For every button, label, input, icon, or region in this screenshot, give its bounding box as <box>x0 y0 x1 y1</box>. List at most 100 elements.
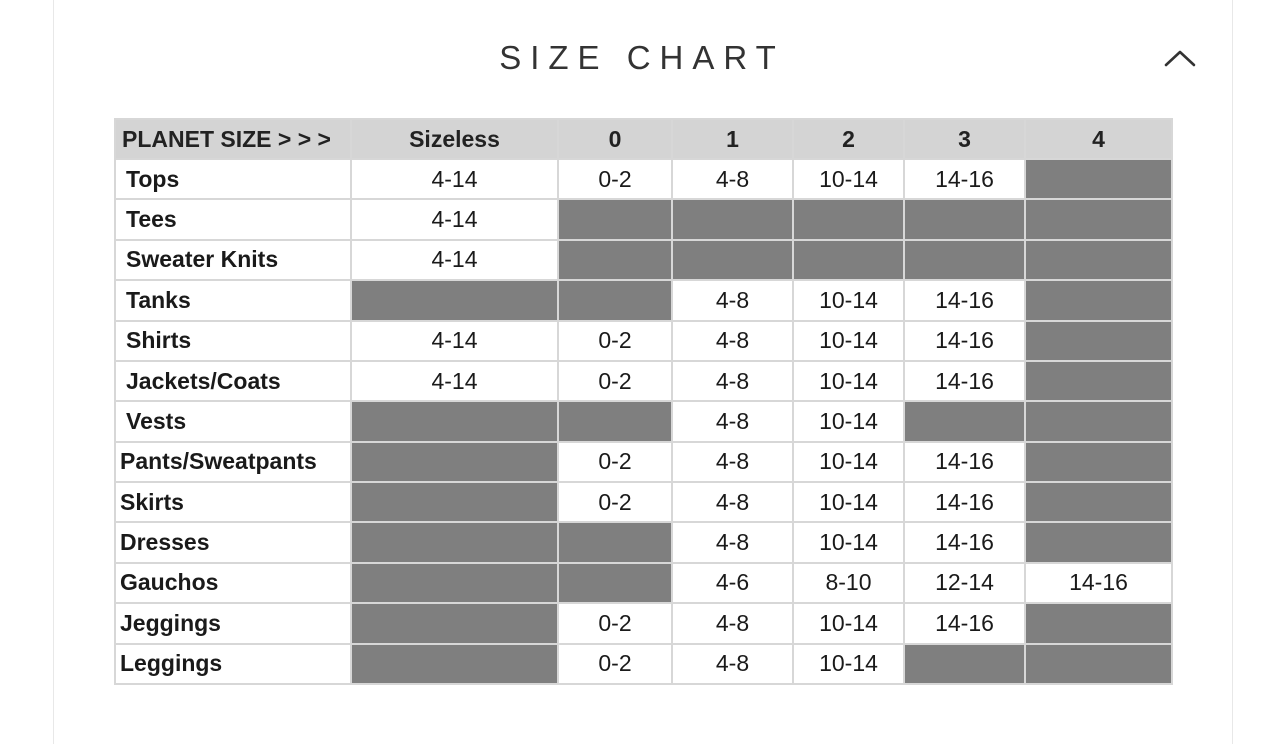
size-cell: 14-16 <box>905 483 1024 522</box>
size-cell: 0-2 <box>559 361 671 401</box>
table-row: Vests 4-8 10-14 <box>116 402 1171 441</box>
unavailable-cell <box>905 402 1024 441</box>
unavailable-cell <box>1026 523 1171 562</box>
table-row: Skirts 0-2 4-8 10-14 14-16 <box>116 483 1171 522</box>
content-border-right <box>1232 0 1233 744</box>
column-header: 4 <box>1026 120 1171 158</box>
size-cell: 10-14 <box>794 523 903 562</box>
unavailable-cell <box>352 281 557 320</box>
unavailable-cell <box>352 483 557 522</box>
section-title: SIZE CHART <box>499 39 785 76</box>
unavailable-cell <box>352 644 557 683</box>
unavailable-cell <box>1026 483 1171 522</box>
size-cell: 4-8 <box>673 483 792 522</box>
unavailable-cell <box>1026 644 1171 683</box>
unavailable-cell <box>559 523 671 562</box>
unavailable-cell <box>352 402 557 441</box>
row-label: Leggings <box>116 644 350 683</box>
size-cell: 0-2 <box>559 160 671 199</box>
unavailable-cell <box>794 240 903 280</box>
unavailable-cell <box>559 200 671 239</box>
unavailable-cell <box>1026 240 1171 280</box>
unavailable-cell <box>1026 442 1171 481</box>
size-cell: 4-8 <box>673 321 792 360</box>
table-row: Jeggings 0-2 4-8 10-14 14-16 <box>116 604 1171 643</box>
row-label: Vests <box>116 402 350 441</box>
column-header: Sizeless <box>352 120 557 158</box>
table-row: Sweater Knits 4-14 <box>116 240 1171 280</box>
column-header: 2 <box>794 120 903 158</box>
row-label: Skirts <box>116 483 350 522</box>
size-cell: 4-14 <box>352 200 557 239</box>
row-label: Tanks <box>116 281 350 320</box>
size-cell: 10-14 <box>794 361 903 401</box>
unavailable-cell <box>1026 361 1171 401</box>
unavailable-cell <box>559 563 671 603</box>
table-row: Dresses 4-8 10-14 14-16 <box>116 523 1171 562</box>
unavailable-cell <box>1026 321 1171 360</box>
size-cell: 10-14 <box>794 160 903 199</box>
size-cell: 4-8 <box>673 402 792 441</box>
size-cell: 14-16 <box>905 442 1024 481</box>
table-row: Pants/Sweatpants 0-2 4-8 10-14 14-16 <box>116 442 1171 481</box>
row-label: Tops <box>116 160 350 199</box>
size-cell: 14-16 <box>905 604 1024 643</box>
content-border-left <box>53 0 54 744</box>
table-row: Shirts 4-14 0-2 4-8 10-14 14-16 <box>116 321 1171 360</box>
unavailable-cell <box>352 604 557 643</box>
unavailable-cell <box>1026 281 1171 320</box>
unavailable-cell <box>352 563 557 603</box>
size-cell: 8-10 <box>794 563 903 603</box>
size-cell: 14-16 <box>905 523 1024 562</box>
size-cell: 4-8 <box>673 523 792 562</box>
row-label: Jackets/Coats <box>116 361 350 401</box>
unavailable-cell <box>1026 200 1171 239</box>
row-label: Pants/Sweatpants <box>116 442 350 481</box>
table-row: Jackets/Coats 4-14 0-2 4-8 10-14 14-16 <box>116 361 1171 401</box>
unavailable-cell <box>352 442 557 481</box>
size-cell: 10-14 <box>794 604 903 643</box>
unavailable-cell <box>905 644 1024 683</box>
unavailable-cell <box>1026 160 1171 199</box>
column-header: 1 <box>673 120 792 158</box>
size-cell: 4-14 <box>352 240 557 280</box>
unavailable-cell <box>673 240 792 280</box>
row-label: Tees <box>116 200 350 239</box>
size-cell: 14-16 <box>905 361 1024 401</box>
unavailable-cell <box>559 240 671 280</box>
size-cell: 4-14 <box>352 361 557 401</box>
size-cell: 12-14 <box>905 563 1024 603</box>
size-cell: 0-2 <box>559 483 671 522</box>
table-row: Gauchos 4-6 8-10 12-14 14-16 <box>116 563 1171 603</box>
collapse-button[interactable] <box>1160 40 1200 76</box>
size-cell: 10-14 <box>794 644 903 683</box>
chevron-up-icon <box>1164 50 1196 67</box>
size-cell: 10-14 <box>794 483 903 522</box>
size-cell: 10-14 <box>794 442 903 481</box>
table-row: Tops 4-14 0-2 4-8 10-14 14-16 <box>116 160 1171 199</box>
size-cell: 4-8 <box>673 604 792 643</box>
size-cell: 4-14 <box>352 321 557 360</box>
size-cell: 0-2 <box>559 604 671 643</box>
row-label: Shirts <box>116 321 350 360</box>
size-cell: 14-16 <box>1026 563 1171 603</box>
unavailable-cell <box>1026 604 1171 643</box>
table-row: Tanks 4-8 10-14 14-16 <box>116 281 1171 320</box>
row-label: Dresses <box>116 523 350 562</box>
size-cell: 4-8 <box>673 442 792 481</box>
size-cell: 4-8 <box>673 281 792 320</box>
size-cell: 10-14 <box>794 402 903 441</box>
row-label: Jeggings <box>116 604 350 643</box>
size-cell: 4-8 <box>673 361 792 401</box>
size-cell: 4-8 <box>673 160 792 199</box>
unavailable-cell <box>559 281 671 320</box>
column-header: 0 <box>559 120 671 158</box>
size-cell: 4-8 <box>673 644 792 683</box>
size-chart-image: PLANET SIZE > > > Sizeless 0 1 2 3 4 Tops 4-14… <box>114 118 1173 685</box>
unavailable-cell <box>673 200 792 239</box>
unavailable-cell <box>794 200 903 239</box>
size-cell: 14-16 <box>905 160 1024 199</box>
unavailable-cell <box>905 240 1024 280</box>
unavailable-cell <box>905 200 1024 239</box>
